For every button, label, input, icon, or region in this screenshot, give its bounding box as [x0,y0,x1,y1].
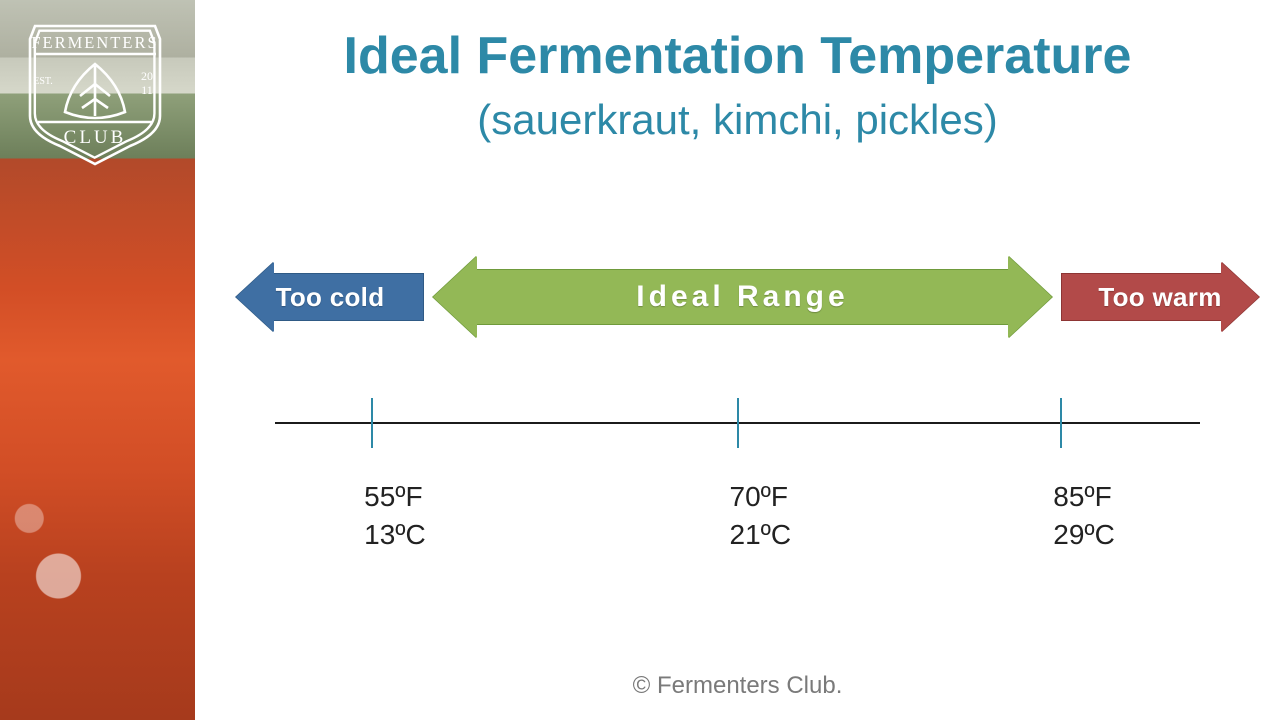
axis-tick [371,398,373,448]
arrow-too-warm: Too warm [1060,262,1260,332]
badge-est: EST. [33,76,53,87]
temperature-axis [275,398,1200,448]
page-title: Ideal Fermentation Temperature [195,28,1280,85]
badge-bottom-word: CLUB [64,127,127,148]
brand-badge-icon: FERMENTERS EST. 20 11 CLUB [10,4,180,174]
axis-tick [1060,398,1062,448]
axis-tick [737,398,739,448]
axis-tick-label: 70ºF21ºC [730,478,890,554]
page-subtitle: (sauerkraut, kimchi, pickles) [195,96,1280,144]
axis-tick-label: 85ºF29ºC [1053,478,1213,554]
temperature-arrow-row: Too cold Ideal Range Too warm [235,256,1260,338]
badge-year-bottom: 11 [141,83,153,97]
copyright-notice: © Fermenters Club. [195,672,1280,700]
badge-top-word: FERMENTERS [31,33,158,52]
tick-celsius: 21ºC [730,516,890,554]
tick-fahrenheit: 85ºF [1053,478,1213,516]
tick-fahrenheit: 70ºF [730,478,890,516]
main-panel: Ideal Fermentation Temperature (sauerkra… [195,0,1280,720]
badge-year-top: 20 [141,69,153,83]
arrow-too-cold-label: Too cold [235,282,425,313]
arrow-too-warm-label: Too warm [1060,282,1260,313]
tick-celsius: 13ºC [364,516,524,554]
sidebar-photo: FERMENTERS EST. 20 11 CLUB [0,0,195,720]
arrow-too-cold: Too cold [235,262,425,332]
tick-celsius: 29ºC [1053,516,1213,554]
tick-fahrenheit: 55ºF [364,478,524,516]
axis-tick-label: 55ºF13ºC [364,478,524,554]
arrow-ideal-range: Ideal Range [433,256,1052,338]
arrow-ideal-label: Ideal Range [433,280,1052,314]
